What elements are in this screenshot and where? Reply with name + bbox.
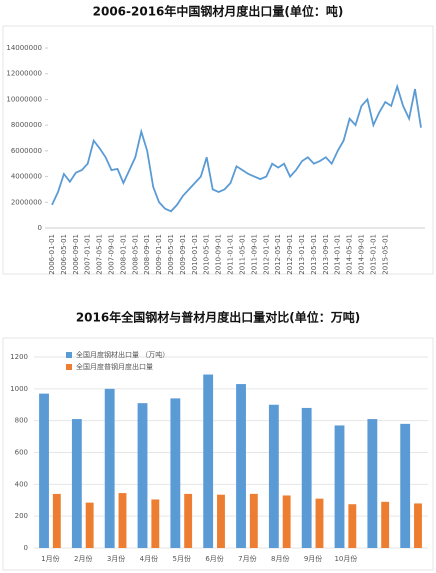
y-tick-label: 14000000 bbox=[6, 44, 42, 52]
x-tick-label: 2014-09-01 bbox=[357, 234, 365, 275]
x-tick-label: 5月份 bbox=[173, 554, 191, 563]
x-tick-label: 2014-05-01 bbox=[346, 234, 354, 275]
y-tick-label: 10000000 bbox=[6, 95, 42, 103]
x-tick-label: 2006-05-01 bbox=[60, 234, 68, 275]
legend-label: 全国月度普钢月度出口量 bbox=[76, 362, 153, 371]
y-tick-label: 0 bbox=[24, 544, 28, 552]
x-tick-label: 6月份 bbox=[205, 554, 223, 563]
x-tick-label: 2010-05-01 bbox=[203, 234, 211, 275]
bar bbox=[170, 398, 181, 548]
x-tick-label: 2015-05-01 bbox=[381, 234, 389, 275]
x-tick-label: 2007-01-01 bbox=[84, 234, 92, 275]
bar bbox=[348, 504, 357, 548]
y-tick-label: 1200 bbox=[10, 353, 28, 361]
bar bbox=[236, 384, 246, 548]
x-tick-label: 2012-01-01 bbox=[262, 234, 270, 275]
bar bbox=[39, 393, 49, 548]
chart-frame bbox=[2, 25, 434, 275]
y-tick-label: 600 bbox=[15, 449, 28, 457]
bar bbox=[414, 503, 422, 548]
bar bbox=[367, 419, 378, 548]
bar bbox=[268, 404, 279, 548]
x-tick-label: 2008-09-01 bbox=[143, 234, 151, 275]
bar bbox=[52, 493, 61, 548]
bar bbox=[282, 495, 291, 548]
x-tick-label: 2013-09-01 bbox=[322, 234, 330, 275]
x-tick-label: 2012-05-01 bbox=[274, 234, 282, 275]
x-tick-label: 10月份 bbox=[334, 554, 357, 563]
bar bbox=[184, 493, 193, 548]
y-tick-label: 6000000 bbox=[11, 147, 42, 155]
bar bbox=[104, 388, 115, 548]
bar bbox=[315, 498, 324, 548]
bar bbox=[381, 501, 390, 548]
y-tick-label: 1000 bbox=[10, 385, 28, 393]
bar bbox=[249, 493, 258, 548]
bar bbox=[301, 407, 312, 548]
chart-title: 2006-2016年中国钢材月度出口量(单位：吨) bbox=[93, 4, 344, 19]
x-tick-label: 3月份 bbox=[107, 554, 125, 563]
x-tick-label: 2012-09-01 bbox=[286, 234, 294, 275]
bar bbox=[137, 403, 148, 548]
y-tick-label: 0 bbox=[38, 224, 42, 232]
legend-swatch bbox=[66, 364, 72, 370]
x-tick-label: 1月份 bbox=[41, 554, 59, 563]
y-tick-label: 12000000 bbox=[6, 70, 42, 78]
x-tick-label: 2011-01-01 bbox=[227, 234, 235, 275]
x-tick-label: 2013-05-01 bbox=[310, 234, 318, 275]
y-tick-label: 800 bbox=[15, 417, 28, 425]
legend-swatch bbox=[66, 352, 72, 358]
legend-label: 全国月度钢材出口量 （万吨） bbox=[76, 350, 169, 359]
y-tick-label: 4000000 bbox=[11, 173, 42, 181]
x-tick-label: 2011-05-01 bbox=[238, 234, 246, 275]
x-tick-label: 2月份 bbox=[74, 554, 92, 563]
x-tick-label: 2009-09-01 bbox=[179, 234, 187, 275]
x-tick-label: 2008-05-01 bbox=[131, 234, 139, 275]
y-tick-label: 2000000 bbox=[11, 198, 42, 206]
chart-title: 2016年全国钢材与普材月度出口量对比(单位：万吨) bbox=[76, 310, 360, 325]
bar bbox=[203, 374, 214, 548]
data-line bbox=[51, 83, 422, 213]
y-tick-label: 200 bbox=[15, 512, 28, 520]
x-tick-label: 2010-01-01 bbox=[191, 234, 199, 275]
bar bbox=[334, 425, 345, 548]
x-tick-label: 2007-05-01 bbox=[96, 234, 104, 275]
x-tick-label: 4月份 bbox=[140, 554, 158, 563]
bar bbox=[400, 423, 411, 548]
x-tick-label: 9月份 bbox=[304, 554, 322, 563]
x-tick-label: 2006-09-01 bbox=[72, 234, 80, 275]
x-tick-label: 2014-01-01 bbox=[334, 234, 342, 275]
bar bbox=[217, 494, 225, 548]
bar bbox=[151, 499, 160, 548]
x-tick-label: 8月份 bbox=[271, 554, 289, 563]
x-tick-label: 2013-01-01 bbox=[298, 234, 306, 275]
y-tick-label: 400 bbox=[15, 480, 28, 488]
bar bbox=[118, 493, 127, 548]
x-tick-label: 7月份 bbox=[238, 554, 256, 563]
x-tick-label: 2009-01-01 bbox=[155, 234, 163, 275]
y-tick-label: 8000000 bbox=[11, 121, 42, 129]
x-tick-label: 2008-01-01 bbox=[119, 234, 127, 275]
bar bbox=[71, 419, 82, 548]
x-tick-label: 2009-05-01 bbox=[167, 234, 175, 275]
x-tick-label: 2015-01-01 bbox=[369, 234, 377, 275]
x-tick-label: 2006-01-01 bbox=[48, 234, 56, 275]
bar bbox=[85, 502, 94, 548]
x-tick-label: 2011-09-01 bbox=[250, 234, 258, 275]
x-tick-label: 2007-09-01 bbox=[108, 234, 116, 275]
x-tick-label: 2010-09-01 bbox=[215, 234, 223, 275]
